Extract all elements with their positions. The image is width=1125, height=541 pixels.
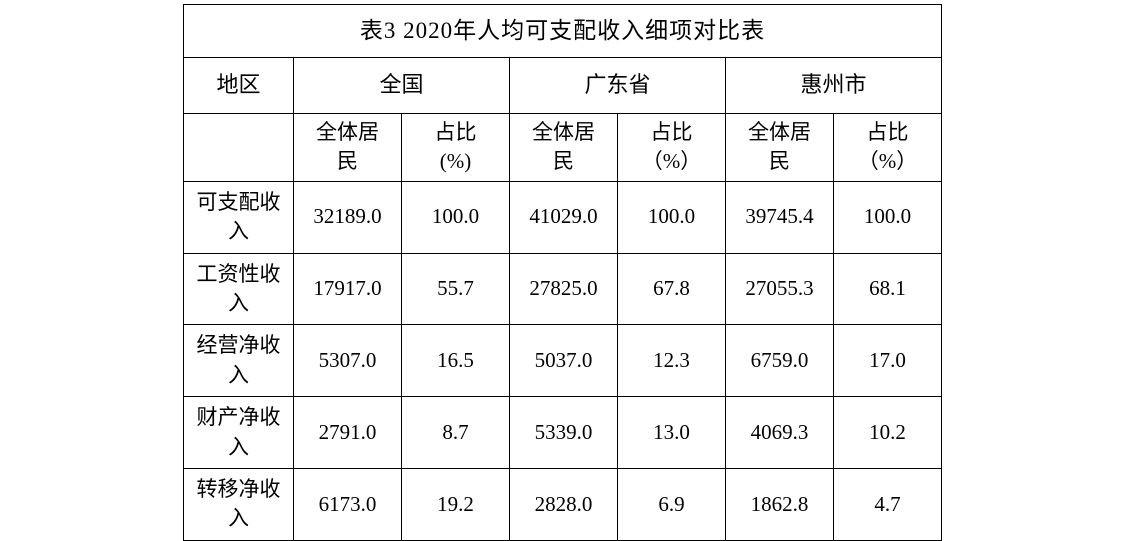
cell-national-val-4: 6173.0 — [294, 468, 402, 540]
sub-header-huizhou-share: 占比（%） — [834, 113, 942, 181]
region-header-row: 地区 全国 广东省 惠州市 — [184, 58, 942, 114]
income-comparison-table: 表3 2020年人均可支配收入细项对比表 地区 全国 广东省 惠州市 全体居民 … — [183, 4, 942, 541]
cell-huizhou-val-0: 39745.4 — [726, 181, 834, 253]
cell-huizhou-val-3: 4069.3 — [726, 397, 834, 469]
cell-huizhou-val-2: 6759.0 — [726, 325, 834, 397]
table-container: 表3 2020年人均可支配收入细项对比表 地区 全国 广东省 惠州市 全体居民 … — [183, 0, 942, 541]
cell-national-pct-3: 8.7 — [402, 397, 510, 469]
cell-national-val-1: 17917.0 — [294, 253, 402, 325]
sub-header-guangdong-share: 占比（%） — [618, 113, 726, 181]
cell-guangdong-pct-2: 12.3 — [618, 325, 726, 397]
cell-huizhou-pct-4: 4.7 — [834, 468, 942, 540]
cell-huizhou-pct-3: 10.2 — [834, 397, 942, 469]
region-huizhou: 惠州市 — [726, 58, 942, 114]
cell-guangdong-pct-1: 67.8 — [618, 253, 726, 325]
cell-huizhou-pct-2: 17.0 — [834, 325, 942, 397]
table-row: 转移净收入 6173.0 19.2 2828.0 6.9 1862.8 4.7 — [184, 468, 942, 540]
cell-national-pct-2: 16.5 — [402, 325, 510, 397]
cell-huizhou-pct-0: 100.0 — [834, 181, 942, 253]
cell-guangdong-pct-3: 13.0 — [618, 397, 726, 469]
row-label-property: 财产净收入 — [184, 397, 294, 469]
table-row: 工资性收入 17917.0 55.7 27825.0 67.8 27055.3 … — [184, 253, 942, 325]
cell-guangdong-pct-4: 6.9 — [618, 468, 726, 540]
sub-header-row: 全体居民 占比(%) 全体居民 占比（%） 全体居民 占比（%） — [184, 113, 942, 181]
cell-huizhou-val-1: 27055.3 — [726, 253, 834, 325]
region-guangdong: 广东省 — [510, 58, 726, 114]
cell-national-pct-4: 19.2 — [402, 468, 510, 540]
region-national: 全国 — [294, 58, 510, 114]
cell-national-pct-1: 55.7 — [402, 253, 510, 325]
table-row: 经营净收入 5307.0 16.5 5037.0 12.3 6759.0 17.… — [184, 325, 942, 397]
table-title-row: 表3 2020年人均可支配收入细项对比表 — [184, 5, 942, 58]
cell-national-val-0: 32189.0 — [294, 181, 402, 253]
cell-guangdong-val-1: 27825.0 — [510, 253, 618, 325]
cell-guangdong-val-2: 5037.0 — [510, 325, 618, 397]
cell-huizhou-pct-1: 68.1 — [834, 253, 942, 325]
cell-national-val-2: 5307.0 — [294, 325, 402, 397]
sub-header-guangdong-residents: 全体居民 — [510, 113, 618, 181]
cell-guangdong-val-4: 2828.0 — [510, 468, 618, 540]
cell-guangdong-val-3: 5339.0 — [510, 397, 618, 469]
cell-national-pct-0: 100.0 — [402, 181, 510, 253]
sub-header-national-share: 占比(%) — [402, 113, 510, 181]
row-label-transfer: 转移净收入 — [184, 468, 294, 540]
cell-huizhou-val-4: 1862.8 — [726, 468, 834, 540]
sub-header-huizhou-residents: 全体居民 — [726, 113, 834, 181]
table-row: 财产净收入 2791.0 8.7 5339.0 13.0 4069.3 10.2 — [184, 397, 942, 469]
cell-guangdong-pct-0: 100.0 — [618, 181, 726, 253]
row-label-business: 经营净收入 — [184, 325, 294, 397]
row-label-wage: 工资性收入 — [184, 253, 294, 325]
cell-guangdong-val-0: 41029.0 — [510, 181, 618, 253]
sub-header-blank — [184, 113, 294, 181]
cell-national-val-3: 2791.0 — [294, 397, 402, 469]
table-row: 可支配收入 32189.0 100.0 41029.0 100.0 39745.… — [184, 181, 942, 253]
region-header-label: 地区 — [184, 58, 294, 114]
table-title: 表3 2020年人均可支配收入细项对比表 — [184, 5, 942, 58]
row-label-disposable: 可支配收入 — [184, 181, 294, 253]
sub-header-national-residents: 全体居民 — [294, 113, 402, 181]
